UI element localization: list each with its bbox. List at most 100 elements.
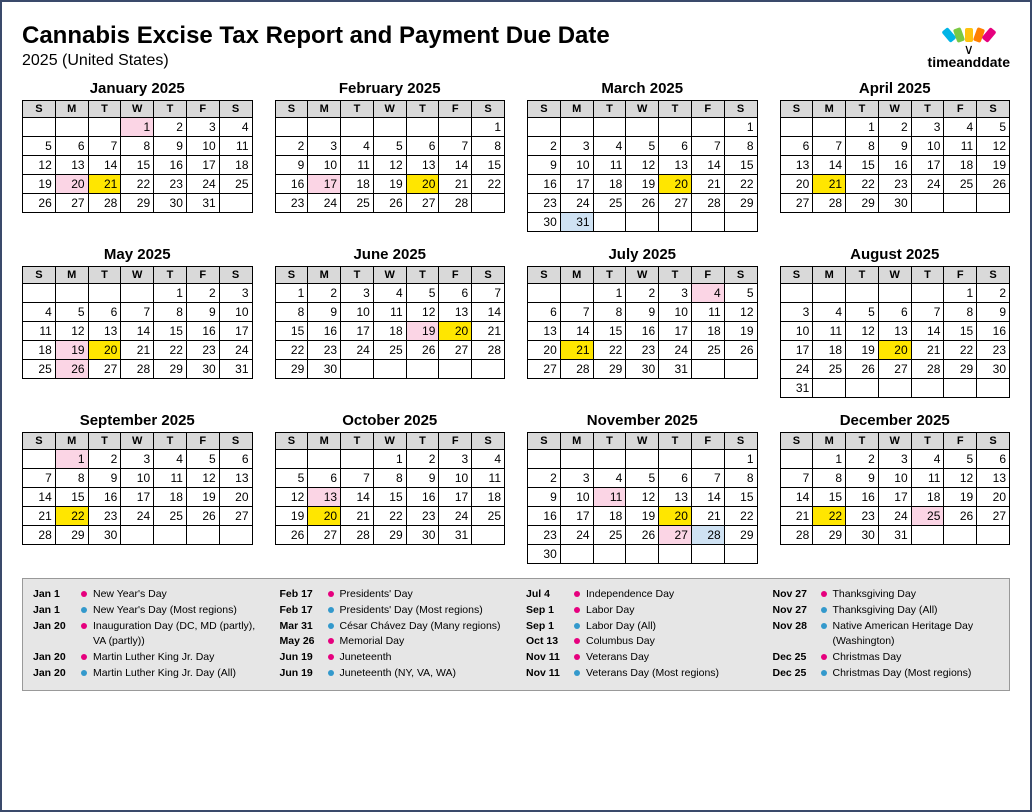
calendar-cell: 8 [275,303,308,322]
calendar-cell [275,118,308,137]
calendar-cell: 20 [878,341,911,360]
legend-dot-icon [574,638,580,644]
legend-date: Nov 27 [773,587,815,603]
calendar-cell: 26 [55,360,88,379]
calendar-cell: 9 [308,303,341,322]
calendar-cell: 14 [560,322,593,341]
calendar-cell: 21 [560,341,593,360]
calendar-cell [23,450,56,469]
calendar-cell: 14 [341,488,374,507]
weekday-header: M [813,433,846,450]
calendar-cell: 7 [341,469,374,488]
month-block: March 2025SMTWTFS12345678910111213141516… [527,80,758,232]
weekday-header: S [780,267,813,284]
calendar-cell: 1 [846,118,879,137]
weekday-header: T [846,267,879,284]
calendar-cell: 9 [528,156,561,175]
calendar-cell: 28 [691,194,724,213]
calendar-cell: 21 [121,341,154,360]
calendar-cell: 28 [88,194,121,213]
calendar-table: SMTWTFS123456789101112131415161718192021… [22,266,253,379]
calendar-cell: 16 [308,322,341,341]
calendar-cell [593,450,626,469]
calendar-cell: 17 [121,488,154,507]
weekday-header: F [691,267,724,284]
month-title: July 2025 [527,246,758,263]
legend-date: Feb 17 [280,587,322,603]
calendar-table: SMTWTFS123456789101112131415161718192021… [22,432,253,545]
weekday-header: W [626,433,659,450]
calendar-cell [219,526,252,545]
legend-date: Feb 17 [280,603,322,619]
legend-entry: Dec 25Christmas Day (Most regions) [773,666,1000,682]
calendar-cell: 18 [911,488,944,507]
calendar-cell: 15 [275,322,308,341]
calendar-cell [154,526,187,545]
legend-entry: Nov 11Veterans Day [526,650,753,666]
legend-entry: Jan 1New Year's Day [33,587,260,603]
calendar-cell [691,545,724,564]
calendar-cell: 2 [186,284,219,303]
calendar-cell: 24 [341,341,374,360]
calendar-cell: 3 [219,284,252,303]
calendar-cell [373,118,406,137]
calendar-cell: 28 [472,341,505,360]
calendar-cell: 26 [23,194,56,213]
calendar-cell: 17 [219,322,252,341]
calendar-cell: 12 [275,488,308,507]
calendar-cell: 13 [780,156,813,175]
weekday-header: W [878,101,911,118]
calendar-table: SMTWTFS123456789101112131415161718192021… [275,432,506,545]
calendar-cell: 1 [944,284,977,303]
calendar-cell: 12 [186,469,219,488]
calendar-cell: 17 [560,175,593,194]
legend-date: Jan 20 [33,650,75,666]
legend-name: Thanksgiving Day [833,587,1000,603]
calendar-cell: 26 [977,175,1010,194]
legend-date: Sep 1 [526,619,568,635]
calendar-cell [88,118,121,137]
calendar-cell: 23 [977,341,1010,360]
weekday-header: T [846,433,879,450]
calendar-cell: 30 [528,213,561,232]
calendar-cell [878,379,911,398]
calendar-cell: 17 [186,156,219,175]
calendar-cell: 3 [439,450,472,469]
calendar-cell [813,284,846,303]
weekday-header: T [341,101,374,118]
calendar-table: SMTWTFS123456789101112131415161718192021… [527,100,758,232]
calendar-cell: 16 [275,175,308,194]
calendar-cell: 13 [439,303,472,322]
calendar-cell: 10 [186,137,219,156]
legend-name: New Year's Day [93,587,260,603]
calendar-cell: 5 [23,137,56,156]
calendar-cell: 23 [626,341,659,360]
legend-dot-icon [574,670,580,676]
calendar-cell: 5 [406,284,439,303]
calendar-cell [659,213,692,232]
calendar-cell: 16 [626,322,659,341]
calendar-cell: 1 [154,284,187,303]
calendar-cell: 14 [88,156,121,175]
calendar-cell: 23 [528,194,561,213]
month-block: February 2025SMTWTFS12345678910111213141… [275,80,506,232]
legend-date: Oct 13 [526,634,568,650]
month-title: April 2025 [780,80,1011,97]
calendar-cell: 23 [186,341,219,360]
calendar-cell [691,360,724,379]
weekday-header: S [977,101,1010,118]
calendar-table: SMTWTFS123456789101112131415161718192021… [275,100,506,213]
weekday-header: F [439,267,472,284]
legend-name: Christmas Day [833,650,1000,666]
month-title: December 2025 [780,412,1011,429]
calendar-cell [911,284,944,303]
legend-dot-icon [81,654,87,660]
weekday-header: T [593,433,626,450]
calendar-cell: 28 [911,360,944,379]
calendar-cell: 4 [593,137,626,156]
calendar-cell [341,450,374,469]
calendar-cell: 27 [528,360,561,379]
calendar-cell: 21 [691,175,724,194]
legend-dot-icon [574,607,580,613]
calendar-cell: 20 [406,175,439,194]
